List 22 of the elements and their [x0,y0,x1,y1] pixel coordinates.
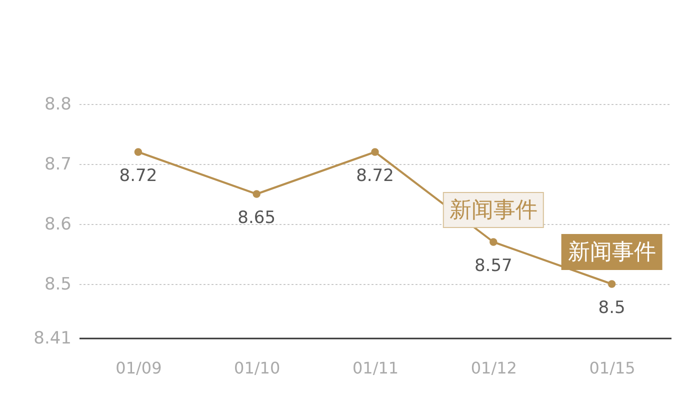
annotation: 新闻事件 [568,240,656,265]
point [608,280,616,288]
y-tick-label: 8.8 [44,94,72,114]
x-tick-label: 01/12 [470,358,517,378]
point [490,238,498,246]
data-label: 8.5 [598,298,626,318]
y-tick-label: 8.5 [44,274,72,294]
data-label: 8.65 [238,208,276,228]
annotation: 新闻事件 [449,198,538,223]
point [134,148,142,156]
data-label: 8.72 [119,166,158,186]
y-tick-label: 8.7 [44,154,72,174]
y-tick-label: 8.6 [44,214,72,234]
data-label: 8.57 [474,256,512,276]
y-tick-label: 8.41 [34,328,72,348]
x-tick-label: 01/11 [352,358,399,378]
x-tick-label: 01/09 [116,358,162,378]
x-tick-label: 01/10 [234,358,280,378]
point [252,190,260,198]
data-label: 8.72 [356,166,394,186]
point [371,148,379,156]
x-tick-label: 01/15 [589,358,636,378]
